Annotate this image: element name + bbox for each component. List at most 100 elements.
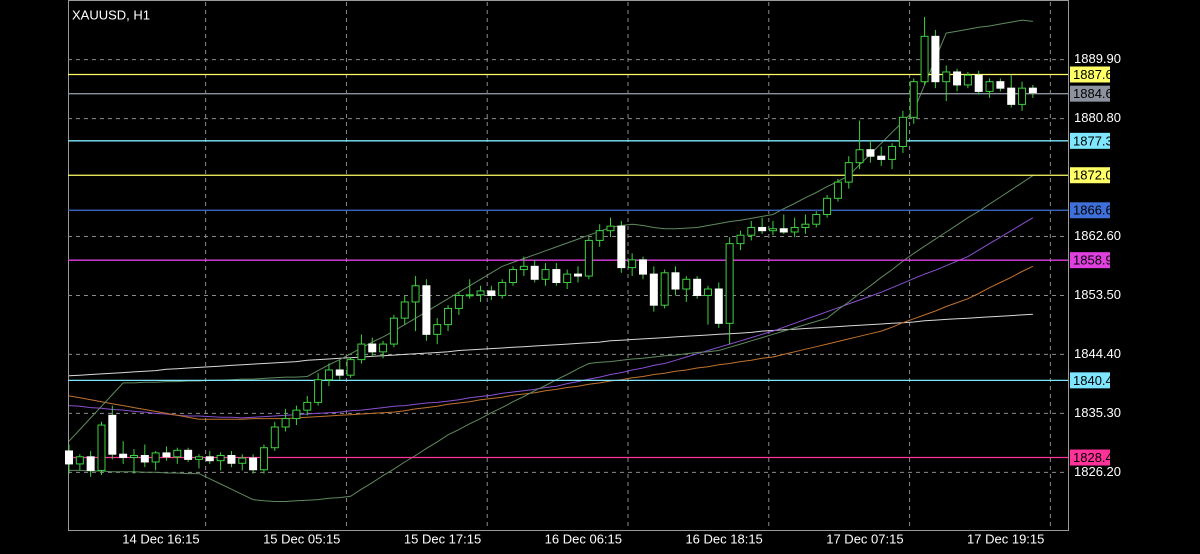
price-level-label: 1872.06 [1073, 168, 1120, 183]
candle-body [660, 272, 669, 306]
candle-body [703, 288, 712, 296]
candle-body [812, 213, 821, 225]
price-level-tag [1070, 66, 1110, 83]
x-tick-label: 14 Dec 16:15 [122, 531, 199, 546]
candle-body [444, 307, 453, 326]
candle-body [498, 282, 507, 296]
indicator-line [69, 175, 1034, 502]
candle-body [996, 81, 1005, 89]
candle-body [379, 343, 388, 353]
candle-body [184, 449, 193, 460]
candle-body [346, 359, 355, 376]
x-tick-label: 17 Dec 19:15 [967, 531, 1044, 546]
price-level-tag [1070, 252, 1110, 269]
candle-body [140, 454, 149, 463]
candle-body [888, 145, 897, 160]
candle-body [292, 409, 301, 420]
candle-body [1028, 87, 1037, 94]
candle-body [454, 294, 463, 309]
candle-body [942, 71, 951, 83]
price-level-tag [1070, 167, 1110, 184]
candle-body [162, 452, 171, 458]
candle-body [465, 294, 474, 297]
x-tick-label: 16 Dec 06:15 [545, 531, 622, 546]
price-level-label: 1877.37 [1073, 133, 1120, 148]
candle-body [368, 343, 377, 353]
candle-body [552, 269, 561, 284]
candle-body [823, 197, 832, 215]
price-level-label: 1828.49 [1073, 450, 1120, 465]
indicator-line [68, 265, 1034, 420]
candle-body [682, 278, 691, 290]
candle-body [758, 226, 767, 232]
price-level-label: 1858.95 [1073, 253, 1120, 268]
chart-title: XAUUSD, H1 [72, 7, 150, 22]
candle-body [173, 449, 182, 458]
candle-body [530, 265, 539, 280]
price-level-tag [1070, 132, 1110, 149]
candle-body [357, 343, 366, 361]
y-tick-label: 1862.60 [1074, 228, 1121, 243]
candle-body [801, 223, 810, 228]
candle-body [1007, 87, 1016, 105]
candle-body [75, 456, 84, 465]
candle-body [335, 369, 344, 376]
indicator-line [68, 313, 1033, 377]
candle-body [693, 278, 702, 296]
price-level-tag [1070, 202, 1110, 219]
candle-body [1018, 87, 1027, 105]
candle-body [249, 457, 258, 471]
candle-body [985, 81, 994, 92]
candle-body [281, 418, 290, 428]
candle-body [866, 149, 875, 157]
candle-body [411, 285, 420, 303]
candle-body [725, 243, 734, 324]
candle-body [422, 285, 431, 335]
price-level-tag [1070, 449, 1110, 466]
y-tick-label: 1826.20 [1074, 464, 1121, 479]
price-level-tag [1070, 372, 1110, 389]
candle-body [205, 456, 214, 462]
candle-body [931, 35, 940, 83]
candle-body [790, 226, 799, 233]
candle-body [671, 272, 680, 290]
indicator-line [68, 217, 1034, 419]
y-tick-label: 1889.90 [1074, 51, 1121, 66]
candle-body [563, 273, 572, 284]
candle-body [129, 454, 138, 458]
candle-body [649, 273, 658, 306]
candle-body [779, 228, 788, 233]
candle-body [877, 155, 886, 160]
candle-body [314, 379, 323, 403]
y-tick-label: 1853.50 [1074, 287, 1121, 302]
price-level-label: 1884.65 [1073, 86, 1120, 101]
price-level-tag [1070, 85, 1110, 102]
candle-body [833, 181, 842, 199]
candle-body [400, 301, 409, 319]
candle-body [151, 452, 160, 463]
candle-body [541, 269, 550, 280]
candle-body [194, 456, 203, 460]
plot-frame [68, 0, 1069, 531]
candle-body [270, 426, 279, 449]
candle-body [389, 317, 398, 345]
candle-body [476, 290, 485, 296]
price-level-label: 1866.65 [1073, 203, 1120, 218]
candle-body [86, 456, 95, 471]
candle-body [519, 265, 528, 271]
candle-body [736, 234, 745, 245]
candle-body [97, 424, 106, 471]
candle-body [628, 259, 637, 269]
x-tick-label: 15 Dec 05:15 [263, 531, 340, 546]
y-tick-label: 1880.80 [1074, 110, 1121, 125]
candle-body [487, 290, 496, 296]
candle-body [855, 149, 864, 164]
candle-body [324, 369, 333, 381]
candle-body [714, 288, 723, 324]
candle-body [216, 454, 225, 462]
candle-body [433, 324, 442, 335]
candle-body [617, 225, 626, 269]
candle-body [974, 74, 983, 92]
